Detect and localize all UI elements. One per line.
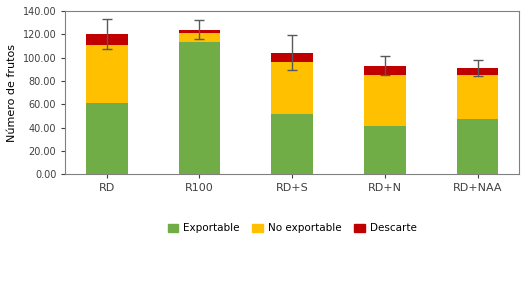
- Legend: Exportable, No exportable, Descarte: Exportable, No exportable, Descarte: [164, 219, 421, 238]
- Bar: [179, 33, 220, 42]
- Bar: [271, 53, 313, 62]
- Bar: [364, 126, 406, 174]
- Bar: [457, 119, 499, 174]
- Bar: [271, 62, 313, 113]
- Bar: [179, 30, 220, 33]
- Bar: [364, 66, 406, 75]
- Bar: [179, 42, 220, 174]
- Bar: [364, 75, 406, 126]
- Bar: [457, 75, 499, 119]
- Y-axis label: Número de frutos: Número de frutos: [7, 44, 17, 142]
- Bar: [457, 68, 499, 75]
- Bar: [86, 34, 128, 45]
- Bar: [86, 45, 128, 103]
- Bar: [86, 103, 128, 174]
- Bar: [271, 113, 313, 174]
